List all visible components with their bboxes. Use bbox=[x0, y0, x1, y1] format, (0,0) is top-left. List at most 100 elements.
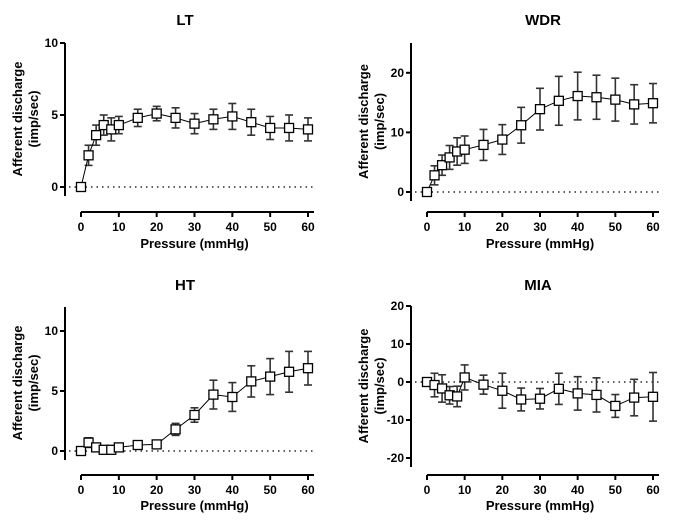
data-point bbox=[459, 144, 470, 155]
x-tick-label: 0 bbox=[78, 220, 85, 234]
x-tick-label: 20 bbox=[150, 483, 164, 497]
y-tick-label: -20 bbox=[387, 451, 405, 465]
data-point bbox=[227, 391, 238, 403]
data-point bbox=[132, 112, 143, 124]
y-tick-label: 20 bbox=[391, 66, 405, 80]
data-point bbox=[591, 389, 602, 401]
data-point bbox=[151, 439, 162, 450]
y-tick-label: 5 bbox=[51, 384, 58, 398]
data-point bbox=[478, 379, 489, 390]
y-tick-label: 0 bbox=[397, 375, 404, 389]
data-point bbox=[189, 118, 200, 129]
data-point bbox=[189, 409, 200, 421]
x-tick-label: 60 bbox=[646, 483, 660, 497]
y-tick-label: 0 bbox=[51, 180, 58, 194]
y-tick-label: 0 bbox=[51, 444, 58, 458]
chart-panel-wdr: WDR 0 10 20 Afferent discharge (imp/sec) 0 10 20… bbox=[356, 12, 661, 251]
data-point bbox=[208, 114, 219, 125]
data-point bbox=[170, 424, 181, 435]
y-axis-label: Afferent discharge bbox=[356, 64, 371, 179]
y-tick-label: 5 bbox=[51, 108, 58, 122]
data-point bbox=[113, 442, 124, 453]
data-point bbox=[444, 152, 455, 163]
y-tick-label: 20 bbox=[391, 299, 405, 313]
x-axis-label: Pressure (mmHg) bbox=[140, 498, 248, 513]
x-tick-label: 20 bbox=[496, 483, 510, 497]
x-tick-label: 10 bbox=[112, 483, 126, 497]
y-tick-label: 10 bbox=[45, 324, 59, 338]
data-point bbox=[302, 363, 314, 374]
y-tick-label: 10 bbox=[391, 337, 405, 351]
data-point bbox=[629, 392, 640, 403]
data-point bbox=[553, 383, 564, 394]
y-axis-label: Afferent discharge bbox=[10, 62, 25, 177]
data-point bbox=[553, 95, 564, 106]
data-point bbox=[436, 160, 448, 171]
data-point bbox=[132, 439, 143, 451]
data-point bbox=[208, 389, 219, 400]
y-tick-label: 0 bbox=[397, 185, 404, 199]
x-tick-label: 10 bbox=[458, 220, 472, 234]
x-tick-label: 50 bbox=[609, 220, 623, 234]
data-point bbox=[283, 366, 295, 377]
data-point bbox=[516, 394, 527, 405]
data-point bbox=[151, 108, 162, 119]
data-point bbox=[572, 90, 583, 102]
data-point bbox=[534, 104, 546, 115]
x-tick-label: 10 bbox=[458, 483, 472, 497]
x-tick-label: 0 bbox=[78, 483, 85, 497]
data-point bbox=[421, 186, 433, 198]
x-axis-label: Pressure (mmHg) bbox=[140, 236, 248, 251]
chart-title: MIA bbox=[524, 277, 552, 294]
data-point bbox=[534, 393, 546, 404]
x-tick-label: 30 bbox=[188, 483, 202, 497]
data-point bbox=[647, 98, 659, 109]
data-point bbox=[90, 130, 102, 141]
data-point bbox=[283, 122, 295, 134]
data-point bbox=[227, 111, 238, 122]
y-axis-label-units: (imp/sec) bbox=[372, 93, 387, 150]
data-point bbox=[647, 391, 659, 402]
data-point bbox=[170, 112, 181, 124]
data-point bbox=[75, 181, 87, 193]
x-tick-label: 20 bbox=[150, 220, 164, 234]
data-point bbox=[429, 170, 440, 181]
x-tick-label: 50 bbox=[609, 483, 623, 497]
x-tick-label: 20 bbox=[496, 220, 510, 234]
chart-panel-ht: HT 0 5 10 Afferent discharge (imp/sec) 0 10 20 30… bbox=[10, 277, 316, 513]
data-point bbox=[75, 445, 87, 457]
x-tick-label: 10 bbox=[112, 220, 126, 234]
chart-title: LT bbox=[176, 12, 193, 29]
data-point bbox=[302, 124, 314, 135]
data-point bbox=[497, 385, 508, 396]
x-tick-label: 30 bbox=[533, 483, 547, 497]
data-point bbox=[572, 388, 583, 399]
data-point bbox=[497, 134, 508, 145]
x-tick-label: 40 bbox=[571, 483, 585, 497]
x-tick-label: 30 bbox=[188, 220, 202, 234]
x-tick-label: 30 bbox=[533, 220, 547, 234]
x-tick-label: 60 bbox=[646, 220, 660, 234]
y-tick-label: 10 bbox=[391, 125, 405, 139]
x-tick-label: 40 bbox=[226, 220, 240, 234]
y-tick-label: 10 bbox=[45, 36, 59, 50]
chart-panel-lt: LT 0 5 10 Afferent discharge (imp/sec) 0 10 20 30… bbox=[10, 12, 316, 251]
x-tick-label: 0 bbox=[424, 483, 431, 497]
x-tick-label: 60 bbox=[301, 483, 315, 497]
chart-panel-mia: MIA -20 -10 0 10 20 Afferent discharge (imp/sec… bbox=[356, 277, 661, 513]
data-point bbox=[478, 139, 489, 151]
x-axis-label: Pressure (mmHg) bbox=[486, 236, 594, 251]
x-tick-label: 40 bbox=[571, 220, 585, 234]
y-tick-label: -10 bbox=[387, 413, 405, 427]
y-axis-label-units: (imp/sec) bbox=[372, 357, 387, 414]
data-point bbox=[246, 376, 257, 387]
data-point bbox=[610, 400, 621, 412]
data-point bbox=[591, 92, 602, 103]
data-point bbox=[265, 122, 276, 134]
x-tick-label: 50 bbox=[263, 220, 277, 234]
data-point bbox=[629, 99, 640, 110]
chart-title: WDR bbox=[525, 12, 561, 29]
data-point bbox=[436, 383, 448, 394]
y-axis-label: Afferent discharge bbox=[356, 329, 371, 444]
